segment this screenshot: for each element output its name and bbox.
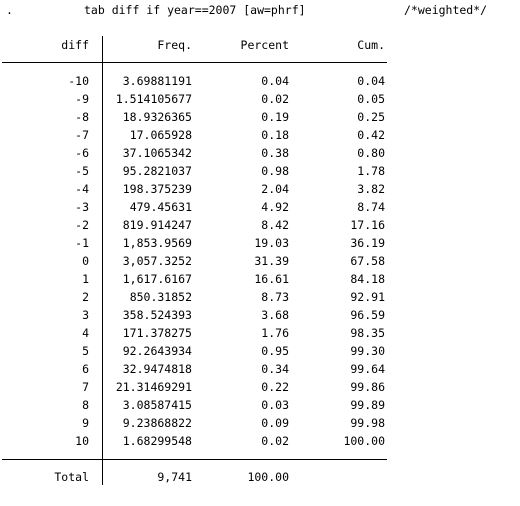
header-diff: diff <box>61 38 89 52</box>
cell-percent: 0.04 <box>261 74 289 88</box>
cell-cum: 84.18 <box>350 272 385 286</box>
cell-cum: 0.04 <box>357 74 385 88</box>
cell-cum: 0.25 <box>357 110 385 124</box>
cell-freq: 1,853.9569 <box>122 236 192 250</box>
cell-cum: 0.80 <box>357 146 385 160</box>
cell-diff: -1 <box>75 236 89 250</box>
cell-diff: -4 <box>75 182 89 196</box>
cell-percent: 8.73 <box>261 290 289 304</box>
cell-cum: 99.89 <box>350 398 385 412</box>
cell-diff: -2 <box>75 218 89 232</box>
cell-diff: -9 <box>75 92 89 106</box>
cell-freq: 32.9474818 <box>122 362 192 376</box>
cell-percent: 0.09 <box>261 416 289 430</box>
cell-freq: 3.08587415 <box>122 398 192 412</box>
cell-diff: 0 <box>82 254 89 268</box>
cell-diff: 1 <box>82 272 89 286</box>
cell-percent: 0.18 <box>261 128 289 142</box>
cell-diff: 3 <box>82 308 89 322</box>
cell-percent: 31.39 <box>254 254 289 268</box>
cell-diff: -6 <box>75 146 89 160</box>
cell-freq: 17.065928 <box>129 128 192 142</box>
cell-diff: 2 <box>82 290 89 304</box>
cell-percent: 0.22 <box>261 380 289 394</box>
cell-cum: 98.35 <box>350 326 385 340</box>
header-rule <box>2 62 387 63</box>
cell-percent: 4.92 <box>261 200 289 214</box>
cell-freq: 198.375239 <box>122 182 192 196</box>
cell-percent: 0.02 <box>261 92 289 106</box>
cell-percent: 0.03 <box>261 398 289 412</box>
cell-diff: 8 <box>82 398 89 412</box>
cell-cum: 0.42 <box>357 128 385 142</box>
cell-cum: 67.58 <box>350 254 385 268</box>
cell-percent: 0.38 <box>261 146 289 160</box>
cell-cum: 96.59 <box>350 308 385 322</box>
command-prompt: . <box>6 3 13 17</box>
cell-percent: 8.42 <box>261 218 289 232</box>
cell-diff: 7 <box>82 380 89 394</box>
cell-freq: 95.2821037 <box>122 164 192 178</box>
total-label: Total <box>54 470 89 484</box>
command-text: tab diff if year==2007 [aw=phrf] <box>84 3 306 17</box>
cell-diff: -5 <box>75 164 89 178</box>
total-freq: 9,741 <box>157 470 192 484</box>
cell-cum: 99.64 <box>350 362 385 376</box>
cell-cum: 100.00 <box>343 434 385 448</box>
cell-diff: 5 <box>82 344 89 358</box>
cell-freq: 3,057.3252 <box>122 254 192 268</box>
cell-percent: 2.04 <box>261 182 289 196</box>
cell-percent: 0.98 <box>261 164 289 178</box>
cell-percent: 1.76 <box>261 326 289 340</box>
cell-percent: 0.02 <box>261 434 289 448</box>
cell-cum: 99.86 <box>350 380 385 394</box>
cell-cum: 99.98 <box>350 416 385 430</box>
cell-percent: 16.61 <box>254 272 289 286</box>
cell-diff: -7 <box>75 128 89 142</box>
cell-cum: 3.82 <box>357 182 385 196</box>
cell-diff: 4 <box>82 326 89 340</box>
cell-freq: 18.9326365 <box>122 110 192 124</box>
cell-cum: 92.91 <box>350 290 385 304</box>
cell-freq: 819.914247 <box>122 218 192 232</box>
header-cum: Cum. <box>357 38 385 52</box>
cell-cum: 0.05 <box>357 92 385 106</box>
cell-diff: -8 <box>75 110 89 124</box>
cell-freq: 3.69881191 <box>122 74 192 88</box>
cell-cum: 8.74 <box>357 200 385 214</box>
total-rule <box>2 459 387 460</box>
cell-percent: 0.95 <box>261 344 289 358</box>
cell-freq: 21.31469291 <box>115 380 192 394</box>
cell-freq: 1.514105677 <box>115 92 192 106</box>
cell-freq: 850.31852 <box>129 290 192 304</box>
cell-freq: 479.45631 <box>129 200 192 214</box>
cell-freq: 1.68299548 <box>122 434 192 448</box>
cell-freq: 1,617.6167 <box>122 272 192 286</box>
cell-diff: 9 <box>82 416 89 430</box>
cell-freq: 358.524393 <box>122 308 192 322</box>
cell-percent: 3.68 <box>261 308 289 322</box>
cell-diff: 6 <box>82 362 89 376</box>
cell-freq: 92.2643934 <box>122 344 192 358</box>
cell-diff: 10 <box>75 434 89 448</box>
cell-freq: 171.378275 <box>122 326 192 340</box>
cell-percent: 19.03 <box>254 236 289 250</box>
command-comment: /*weighted*/ <box>404 3 488 17</box>
column-divider <box>102 36 103 485</box>
cell-freq: 37.1065342 <box>122 146 192 160</box>
cell-percent: 0.34 <box>261 362 289 376</box>
cell-cum: 1.78 <box>357 164 385 178</box>
cell-diff: -3 <box>75 200 89 214</box>
cell-percent: 0.19 <box>261 110 289 124</box>
header-percent: Percent <box>240 38 289 52</box>
total-percent: 100.00 <box>247 470 289 484</box>
header-freq: Freq. <box>157 38 192 52</box>
cell-cum: 17.16 <box>350 218 385 232</box>
cell-cum: 36.19 <box>350 236 385 250</box>
cell-cum: 99.30 <box>350 344 385 358</box>
cell-freq: 9.23868822 <box>122 416 192 430</box>
cell-diff: -10 <box>68 74 89 88</box>
